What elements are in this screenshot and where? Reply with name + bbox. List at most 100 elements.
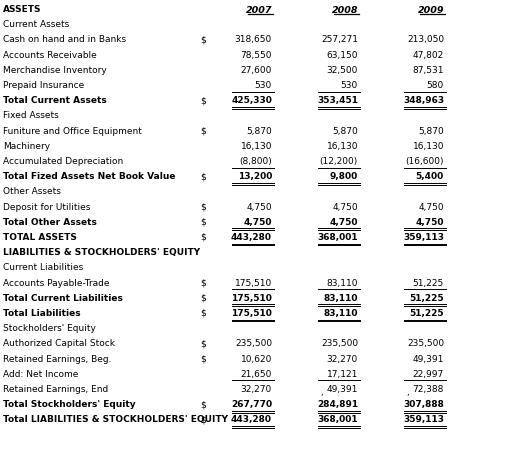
Text: 10,620: 10,620 xyxy=(241,354,272,363)
Text: 83,110: 83,110 xyxy=(326,278,358,287)
Text: Machinery: Machinery xyxy=(3,142,50,151)
Text: Cash on hand and in Banks: Cash on hand and in Banks xyxy=(3,35,126,44)
Text: 2007: 2007 xyxy=(245,6,272,15)
Text: Other Assets: Other Assets xyxy=(3,187,61,196)
Text: (16,600): (16,600) xyxy=(406,156,444,166)
Text: 4,750: 4,750 xyxy=(332,202,358,211)
Text: $: $ xyxy=(200,293,206,302)
Text: $: $ xyxy=(200,354,206,363)
Text: 51,225: 51,225 xyxy=(409,293,444,302)
Text: 443,280: 443,280 xyxy=(231,414,272,423)
Text: 16,130: 16,130 xyxy=(241,142,272,151)
Text: 4,750: 4,750 xyxy=(247,202,272,211)
Text: 4,750: 4,750 xyxy=(418,202,444,211)
Text: $: $ xyxy=(200,308,206,318)
Text: 4,750: 4,750 xyxy=(415,217,444,226)
Text: $: $ xyxy=(200,414,206,423)
Text: $: $ xyxy=(200,172,206,181)
Text: 49,391: 49,391 xyxy=(413,354,444,363)
Text: Retained Earnings, Beg.: Retained Earnings, Beg. xyxy=(3,354,112,363)
Text: 175,510: 175,510 xyxy=(231,308,272,318)
Text: $: $ xyxy=(200,96,206,105)
Text: 318,650: 318,650 xyxy=(235,35,272,44)
Text: Accumulated Depreciation: Accumulated Depreciation xyxy=(3,156,123,166)
Text: (8,800): (8,800) xyxy=(239,156,272,166)
Text: LIABILITIES & STOCKHOLDERS' EQUITY: LIABILITIES & STOCKHOLDERS' EQUITY xyxy=(3,248,200,257)
Text: Total Other Assets: Total Other Assets xyxy=(3,217,97,226)
Text: 368,001: 368,001 xyxy=(317,414,358,423)
Text: 5,400: 5,400 xyxy=(416,172,444,181)
Text: 348,963: 348,963 xyxy=(403,96,444,105)
Text: Total Fized Assets Net Book Value: Total Fized Assets Net Book Value xyxy=(3,172,176,181)
Text: 5,870: 5,870 xyxy=(247,126,272,135)
Text: 530: 530 xyxy=(255,81,272,90)
Text: Accounts Payable-Trade: Accounts Payable-Trade xyxy=(3,278,110,287)
Text: 5,870: 5,870 xyxy=(332,126,358,135)
Text: 51,225: 51,225 xyxy=(413,278,444,287)
Text: Total Stockholders' Equity: Total Stockholders' Equity xyxy=(3,399,135,408)
Text: 4,750: 4,750 xyxy=(330,217,358,226)
Text: 443,280: 443,280 xyxy=(231,232,272,241)
Text: 72,388: 72,388 xyxy=(413,384,444,393)
Text: Deposit for Utilities: Deposit for Utilities xyxy=(3,202,90,211)
Text: 83,110: 83,110 xyxy=(324,293,358,302)
Text: 175,510: 175,510 xyxy=(231,293,272,302)
Text: 47,802: 47,802 xyxy=(413,51,444,60)
Text: Funiture and Office Equipment: Funiture and Office Equipment xyxy=(3,126,142,135)
Text: 17,121: 17,121 xyxy=(326,369,358,378)
Text: 235,500: 235,500 xyxy=(321,339,358,348)
Text: 4,750: 4,750 xyxy=(243,217,272,226)
Text: Retained Earnings, End: Retained Earnings, End xyxy=(3,384,108,393)
Text: 267,770: 267,770 xyxy=(231,399,272,408)
Text: 32,270: 32,270 xyxy=(241,384,272,393)
Text: $: $ xyxy=(200,278,206,287)
Text: 16,130: 16,130 xyxy=(413,142,444,151)
Text: Prepaid Insurance: Prepaid Insurance xyxy=(3,81,84,90)
Text: 2008: 2008 xyxy=(332,6,358,15)
Text: $: $ xyxy=(200,35,206,44)
Text: 32,270: 32,270 xyxy=(327,354,358,363)
Text: 63,150: 63,150 xyxy=(326,51,358,60)
Text: 49,391: 49,391 xyxy=(326,384,358,393)
Text: ASSETS: ASSETS xyxy=(3,5,41,14)
Text: 359,113: 359,113 xyxy=(403,414,444,423)
Text: 368,001: 368,001 xyxy=(317,232,358,241)
Text: 284,891: 284,891 xyxy=(317,399,358,408)
Text: 213,050: 213,050 xyxy=(407,35,444,44)
Text: 580: 580 xyxy=(427,81,444,90)
Text: Current Assets: Current Assets xyxy=(3,20,69,29)
Text: $: $ xyxy=(200,232,206,241)
Text: 21,650: 21,650 xyxy=(241,369,272,378)
Text: 353,451: 353,451 xyxy=(317,96,358,105)
Text: Total Current Liabilities: Total Current Liabilities xyxy=(3,293,123,302)
Text: 83,110: 83,110 xyxy=(324,308,358,318)
Text: Total Liabilities: Total Liabilities xyxy=(3,308,80,318)
Text: Current Liabilities: Current Liabilities xyxy=(3,263,83,272)
Text: $: $ xyxy=(200,399,206,408)
Text: 530: 530 xyxy=(341,81,358,90)
Text: Add: Net Income: Add: Net Income xyxy=(3,369,78,378)
Text: 51,225: 51,225 xyxy=(409,308,444,318)
Text: ,: , xyxy=(406,387,408,396)
Text: 5,870: 5,870 xyxy=(418,126,444,135)
Text: 235,500: 235,500 xyxy=(407,339,444,348)
Text: 307,888: 307,888 xyxy=(403,399,444,408)
Text: 27,600: 27,600 xyxy=(241,66,272,74)
Text: 13,200: 13,200 xyxy=(238,172,272,181)
Text: ,: , xyxy=(320,387,323,396)
Text: TOTAL ASSETS: TOTAL ASSETS xyxy=(3,232,77,241)
Text: Total Current Assets: Total Current Assets xyxy=(3,96,107,105)
Text: $: $ xyxy=(200,126,206,135)
Text: 257,271: 257,271 xyxy=(321,35,358,44)
Text: (12,200): (12,200) xyxy=(320,156,358,166)
Text: 9,800: 9,800 xyxy=(330,172,358,181)
Text: Stockholders' Equity: Stockholders' Equity xyxy=(3,323,96,332)
Text: $: $ xyxy=(200,202,206,211)
Text: Fixed Assets: Fixed Assets xyxy=(3,111,59,120)
Text: 235,500: 235,500 xyxy=(235,339,272,348)
Text: 16,130: 16,130 xyxy=(326,142,358,151)
Text: 425,330: 425,330 xyxy=(231,96,272,105)
Text: 22,997: 22,997 xyxy=(413,369,444,378)
Text: Authorized Capital Stock: Authorized Capital Stock xyxy=(3,339,115,348)
Text: 359,113: 359,113 xyxy=(403,232,444,241)
